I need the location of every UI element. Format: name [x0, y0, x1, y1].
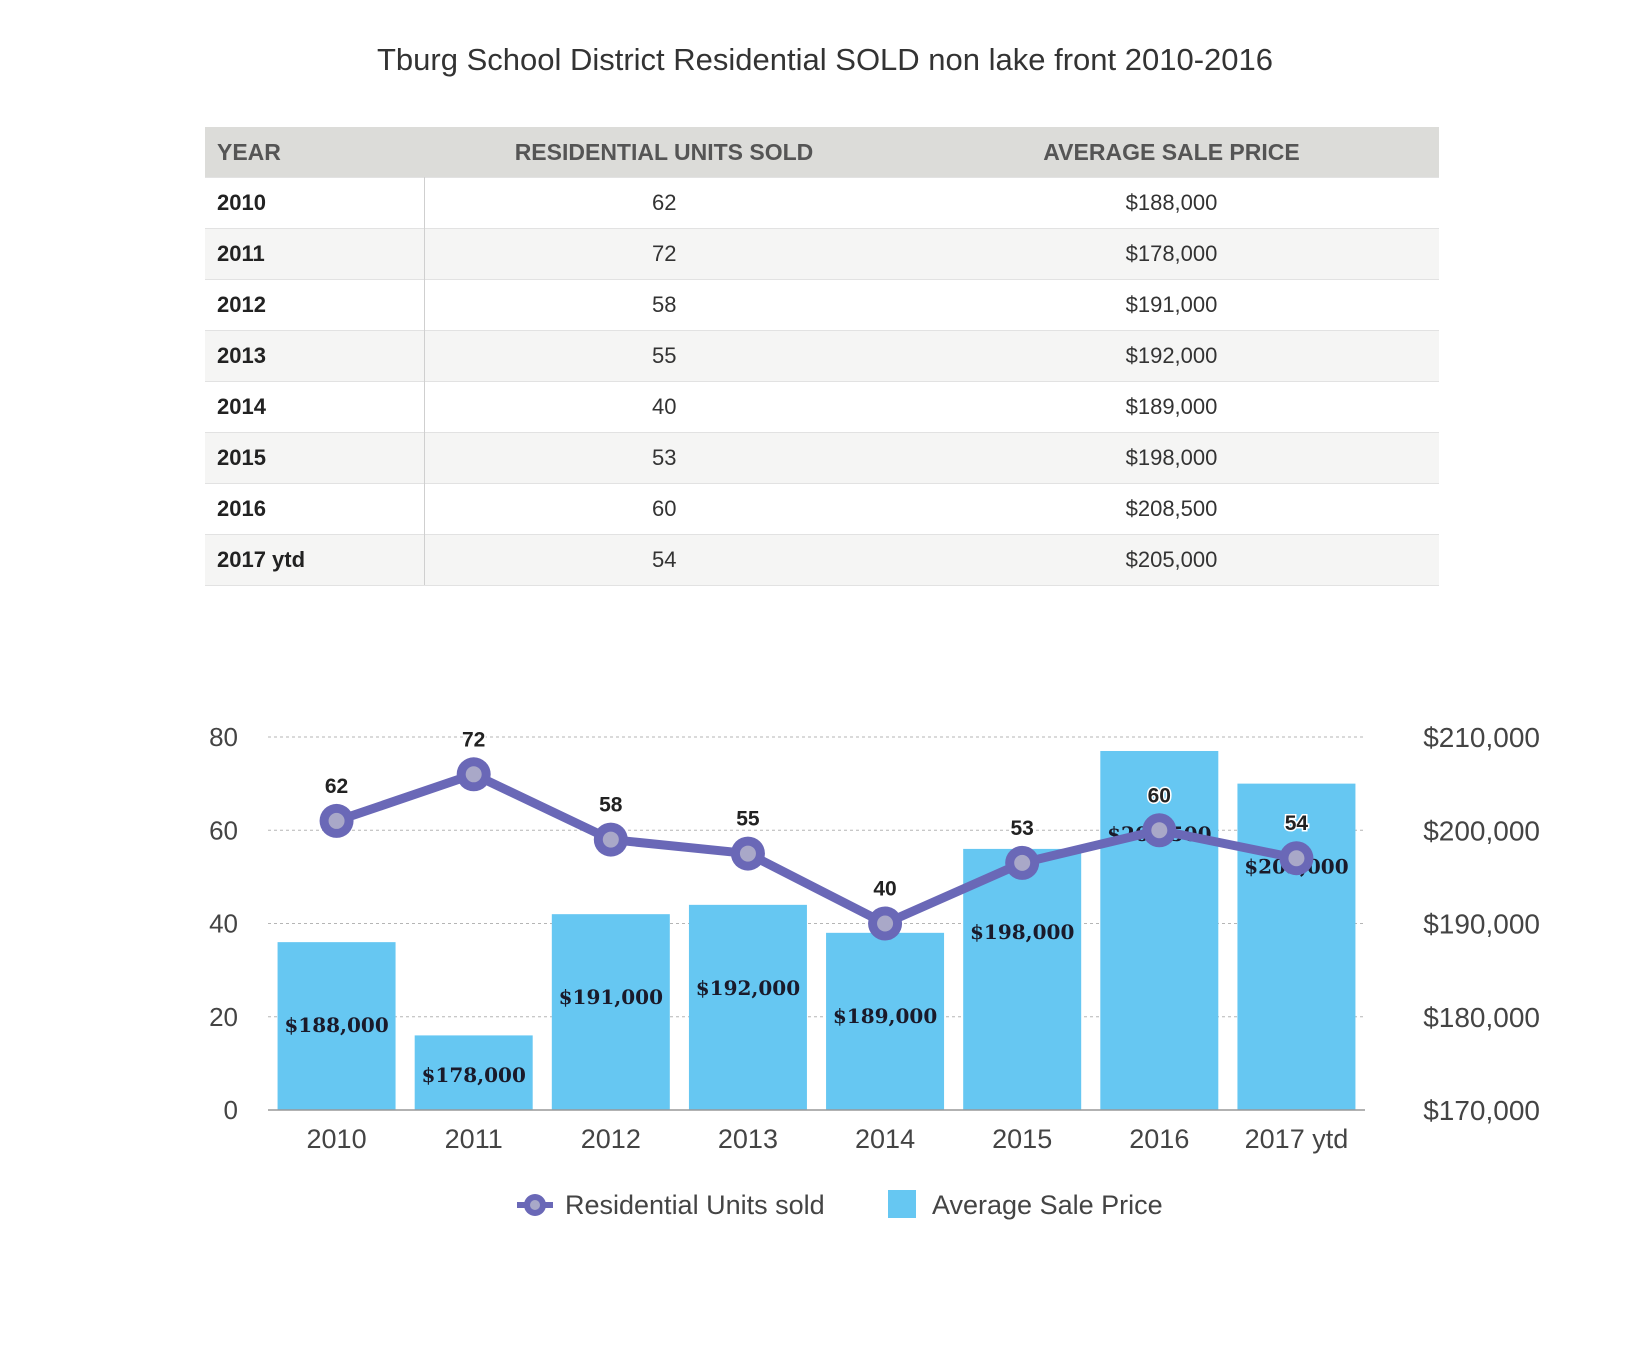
- x-tick-label: 2010: [307, 1124, 367, 1154]
- table-row: 2016 60 $208,500: [205, 483, 1439, 535]
- bar: [1100, 750, 1219, 1110]
- cell-year: 2015: [205, 432, 425, 484]
- cell-price: $205,000: [904, 534, 1439, 586]
- cell-units: 72: [424, 228, 904, 280]
- line-point-center: [602, 831, 619, 848]
- cell-year: 2014: [205, 381, 425, 433]
- bar-data-label: $198,000: [970, 920, 1074, 944]
- bar: [963, 848, 1082, 1110]
- table-row: 2017 ytd 54 $205,000: [205, 534, 1439, 586]
- legend-bar-swatch-icon: [888, 1190, 916, 1218]
- table-header-row: YEAR RESIDENTIAL UNITS SOLD AVERAGE SALE…: [205, 127, 1439, 178]
- x-tick-label: 2011: [445, 1124, 503, 1154]
- cell-year: 2016: [205, 483, 425, 535]
- y-right-tick-label: $210,000: [1423, 722, 1540, 753]
- y-left-tick-label: 60: [209, 815, 238, 845]
- page-title: Tburg School District Residential SOLD n…: [376, 42, 1274, 77]
- header-year: YEAR: [205, 127, 424, 178]
- bar-data-label: $192,000: [696, 976, 800, 1000]
- line-point-center: [1014, 854, 1031, 871]
- y-right-tick-label: $170,000: [1423, 1095, 1540, 1126]
- legend-label-units: Residential Units sold: [565, 1190, 825, 1220]
- cell-year: 2010: [205, 177, 425, 229]
- bar-data-label: $189,000: [833, 1004, 937, 1028]
- x-tick-label: 2013: [718, 1124, 778, 1154]
- line-point-center: [739, 845, 756, 862]
- bar: [1237, 783, 1356, 1110]
- y-left-tick-label: 0: [224, 1095, 238, 1125]
- cell-price: $189,000: [904, 381, 1439, 433]
- bar-data-label: $188,000: [284, 1013, 388, 1037]
- line-point-center: [877, 915, 894, 932]
- cell-units: 55: [424, 330, 904, 382]
- line-point-center: [1151, 822, 1168, 839]
- cell-units: 58: [424, 279, 904, 331]
- table-row: 2010 62 $188,000: [205, 177, 1439, 229]
- table-row: 2015 53 $198,000: [205, 432, 1439, 484]
- line-point-center: [465, 766, 482, 783]
- cell-year: 2012: [205, 279, 425, 331]
- cell-price: $188,000: [904, 177, 1439, 229]
- bar: [826, 932, 945, 1110]
- x-tick-label: 2017 ytd: [1245, 1124, 1349, 1154]
- cell-year: 2013: [205, 330, 425, 382]
- cell-price: $198,000: [904, 432, 1439, 484]
- units-sold-line: [335, 769, 1298, 928]
- header-units-sold: RESIDENTIAL UNITS SOLD: [424, 127, 904, 178]
- bar: [414, 1035, 533, 1110]
- cell-units: 54: [424, 534, 904, 586]
- line-data-label: 60: [1148, 784, 1171, 807]
- y-left-tick-label: 20: [209, 1002, 238, 1032]
- y-right-tick-label: $190,000: [1423, 909, 1540, 940]
- line-data-label: 58: [599, 794, 623, 817]
- cell-units: 40: [424, 381, 904, 433]
- header-average-price: AVERAGE SALE PRICE: [904, 127, 1439, 178]
- y-right-tick-label: $200,000: [1423, 815, 1540, 846]
- legend-line-swatch-icon: [517, 1194, 553, 1216]
- combo-chart: 0 $170,000 20 $180,000 40 $190,000 60 $200,000 8…: [209, 722, 1540, 1154]
- table-row: 2014 40 $189,000: [205, 381, 1439, 433]
- table-row: 2011 72 $178,000: [205, 228, 1439, 280]
- line-data-label: 53: [1011, 817, 1034, 840]
- bar-data-label: $178,000: [422, 1063, 526, 1087]
- line-point-center: [1288, 850, 1305, 867]
- cell-year: 2011: [205, 228, 425, 280]
- sales-table: YEAR RESIDENTIAL UNITS SOLD AVERAGE SALE…: [205, 127, 1439, 586]
- y-left-tick-label: 40: [209, 909, 238, 939]
- line-data-label: 72: [462, 728, 485, 751]
- y-right-tick-label: $180,000: [1423, 1002, 1540, 1033]
- cell-units: 62: [424, 177, 904, 229]
- bar: [277, 942, 396, 1110]
- bar: [551, 914, 670, 1110]
- line-point-center: [328, 812, 345, 829]
- line-data-label: 40: [873, 878, 896, 901]
- bar: [688, 904, 807, 1110]
- cell-price: $178,000: [904, 228, 1439, 280]
- line-data-label: 55: [736, 808, 760, 831]
- table-row: 2012 58 $191,000: [205, 279, 1439, 331]
- bar-data-label: $191,000: [559, 985, 663, 1009]
- cell-units: 53: [424, 432, 904, 484]
- cell-price: $192,000: [904, 330, 1439, 382]
- line-data-label: 54: [1285, 812, 1309, 835]
- x-tick-label: 2014: [855, 1124, 915, 1154]
- line-data-label: 62: [325, 775, 348, 798]
- cell-price: $191,000: [904, 279, 1439, 331]
- x-tick-label: 2016: [1129, 1124, 1189, 1154]
- y-left-tick-label: 80: [209, 722, 238, 752]
- x-tick-label: 2015: [992, 1124, 1052, 1154]
- table-row: 2013 55 $192,000: [205, 330, 1439, 382]
- x-tick-label: 2012: [581, 1124, 641, 1154]
- legend-label-price: Average Sale Price: [932, 1190, 1163, 1220]
- cell-year: 2017 ytd: [205, 534, 425, 586]
- cell-price: $208,500: [904, 483, 1439, 535]
- cell-units: 60: [424, 483, 904, 535]
